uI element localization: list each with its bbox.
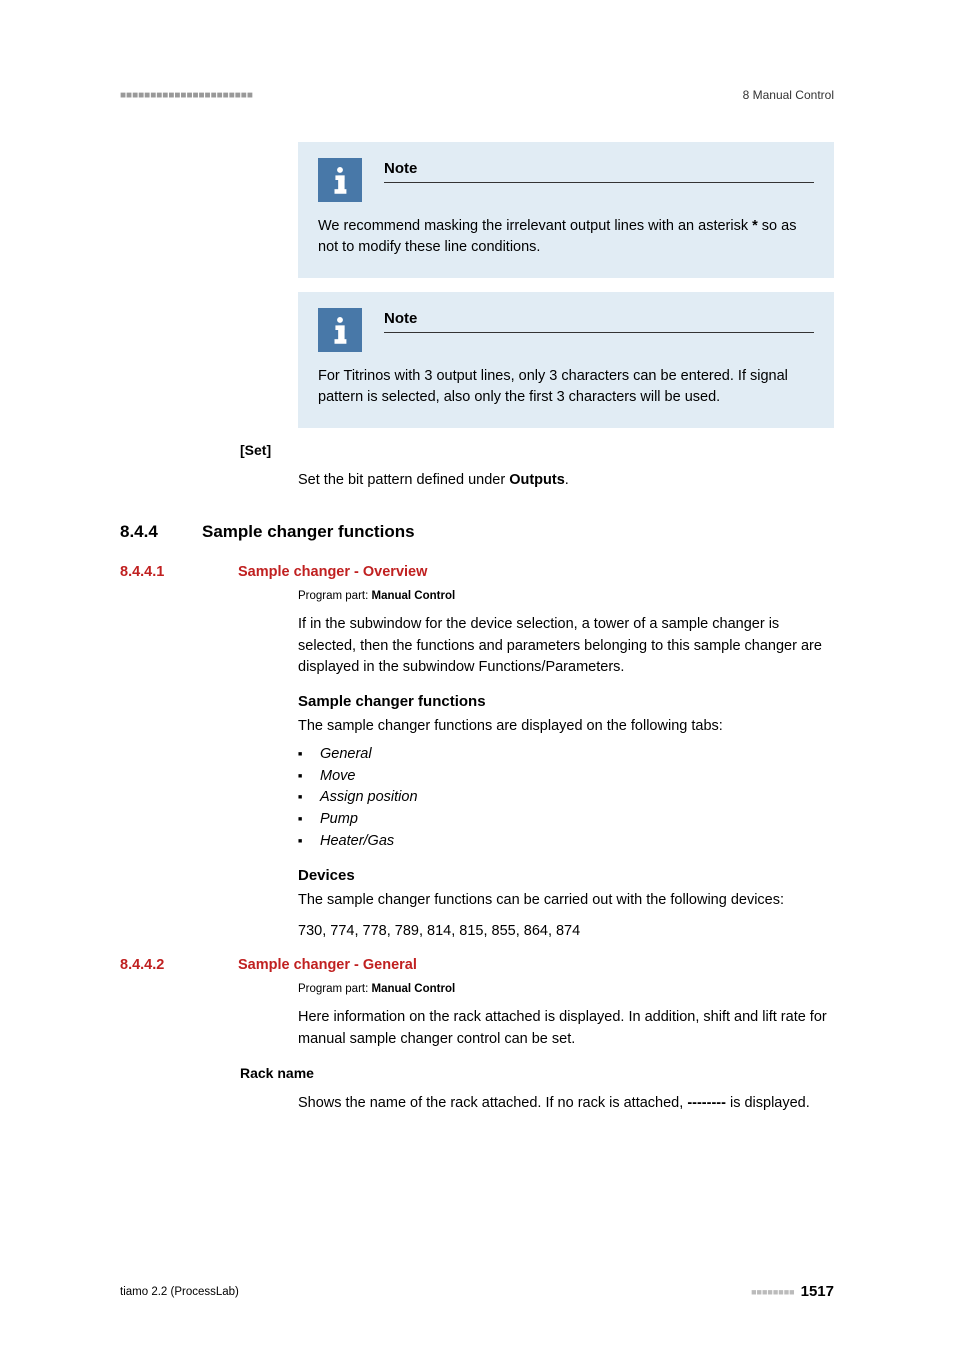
note-header: Note	[318, 308, 814, 352]
rack-pre: Shows the name of the rack attached. If …	[298, 1095, 687, 1111]
tab-list: General Move Assign position Pump Heater…	[298, 744, 834, 853]
info-icon	[318, 308, 362, 352]
list-item: Pump	[298, 809, 834, 831]
footer-left: tiamo 2.2 (ProcessLab)	[120, 1286, 239, 1298]
note-title-wrap: Note	[384, 158, 814, 183]
note-title: Note	[384, 160, 814, 183]
set-label: [Set]	[240, 442, 271, 458]
set-text: Set the bit pattern defined under Output…	[298, 470, 834, 492]
functions-heading: Sample changer functions	[298, 693, 834, 710]
header-chapter: 8 Manual Control	[743, 88, 834, 102]
program-part-value: Manual Control	[372, 983, 456, 995]
devices-list: 730, 774, 778, 789, 814, 815, 855, 864, …	[298, 921, 834, 943]
intro-para: If in the subwindow for the device selec…	[298, 614, 834, 679]
list-item: Heater/Gas	[298, 831, 834, 853]
set-bold: Outputs	[509, 472, 565, 488]
general-para: Here information on the rack attached is…	[298, 1007, 834, 1051]
set-block: [Set] Set the bit pattern defined under …	[120, 442, 834, 492]
note-box-1: Note We recommend masking the irrelevant…	[298, 142, 834, 278]
program-part-value: Manual Control	[372, 590, 456, 602]
list-item: Move	[298, 766, 834, 788]
rack-text: Shows the name of the rack attached. If …	[298, 1093, 834, 1115]
footer-page-number: 1517	[801, 1283, 834, 1300]
program-part: Program part: Manual Control	[298, 983, 834, 995]
rack-bold: --------	[687, 1095, 726, 1111]
note1-pre: We recommend masking the irrelevant outp…	[318, 218, 752, 234]
program-part-label: Program part:	[298, 590, 372, 602]
general-content: Program part: Manual Control Here inform…	[298, 983, 834, 1051]
note-header: Note	[318, 158, 814, 202]
subsection-title: Sample changer - Overview	[238, 564, 427, 580]
list-item: Assign position	[298, 787, 834, 809]
note-title-wrap: Note	[384, 308, 814, 333]
section-8-4-4: 8.4.4 Sample changer functions	[120, 522, 834, 542]
note-title: Note	[384, 310, 814, 333]
header-left-marks: ■■■■■■■■■■■■■■■■■■■■■■	[120, 90, 253, 101]
footer-dots: ■■■■■■■■	[751, 1287, 795, 1297]
section-title: Sample changer functions	[202, 522, 415, 542]
page-container: ■■■■■■■■■■■■■■■■■■■■■■ 8 Manual Control …	[0, 0, 954, 1350]
section-8-4-4-2: 8.4.4.2 Sample changer - General	[120, 957, 834, 973]
rack-block: Rack name Shows the name of the rack att…	[120, 1065, 834, 1125]
content-column: Note We recommend masking the irrelevant…	[298, 142, 834, 428]
rack-text-wrap: Shows the name of the rack attached. If …	[298, 1065, 834, 1115]
program-part: Program part: Manual Control	[298, 590, 834, 602]
subsection-title: Sample changer - General	[238, 957, 417, 973]
set-text-wrap: Set the bit pattern defined under Output…	[298, 442, 834, 492]
set-pre: Set the bit pattern defined under	[298, 472, 509, 488]
program-part-label: Program part:	[298, 983, 372, 995]
info-icon	[318, 158, 362, 202]
list-item: General	[298, 744, 834, 766]
devices-lead: The sample changer functions can be carr…	[298, 890, 834, 912]
section-num: 8.4.4	[120, 522, 202, 542]
rack-post: is displayed.	[726, 1095, 810, 1111]
note-body-2: For Titrinos with 3 output lines, only 3…	[318, 366, 814, 408]
devices-heading: Devices	[298, 867, 834, 884]
page-footer: tiamo 2.2 (ProcessLab) ■■■■■■■■ 1517	[120, 1283, 834, 1300]
rack-label: Rack name	[240, 1065, 314, 1081]
page-header: ■■■■■■■■■■■■■■■■■■■■■■ 8 Manual Control	[120, 88, 834, 102]
functions-lead: The sample changer functions are display…	[298, 716, 834, 738]
section-8-4-4-1: 8.4.4.1 Sample changer - Overview	[120, 564, 834, 580]
subsection-num: 8.4.4.2	[120, 957, 238, 973]
set-post: .	[565, 472, 569, 488]
subsection-num: 8.4.4.1	[120, 564, 238, 580]
overview-content: Program part: Manual Control If in the s…	[298, 590, 834, 943]
note-body-1: We recommend masking the irrelevant outp…	[318, 216, 814, 258]
note-box-2: Note For Titrinos with 3 output lines, o…	[298, 292, 834, 428]
footer-right: ■■■■■■■■ 1517	[751, 1283, 834, 1300]
